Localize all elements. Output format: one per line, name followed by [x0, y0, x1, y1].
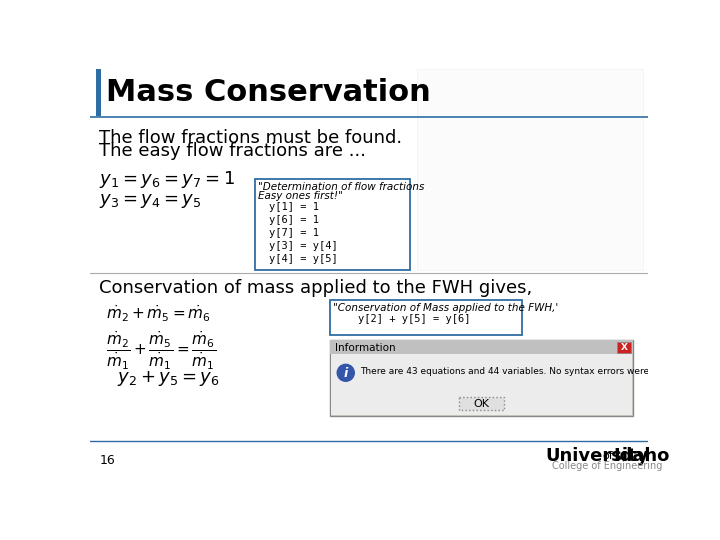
Text: i: i [343, 367, 348, 380]
Text: "Conservation of Mass applied to the FWH,': "Conservation of Mass applied to the FWH… [333, 303, 559, 313]
Text: y[7] = 1: y[7] = 1 [269, 228, 319, 238]
Text: Mass Conservation: Mass Conservation [106, 78, 431, 107]
FancyBboxPatch shape [617, 342, 631, 353]
Text: $y_1 = y_6 = y_7 = 1$: $y_1 = y_6 = y_7 = 1$ [99, 168, 235, 190]
Text: y[3] = y[4]: y[3] = y[4] [269, 241, 338, 251]
Text: $y_2 + y_5 = y_6$: $y_2 + y_5 = y_6$ [117, 369, 220, 388]
Text: College of Engineering: College of Engineering [552, 461, 662, 471]
Text: 16: 16 [99, 454, 115, 467]
FancyBboxPatch shape [255, 179, 410, 269]
Text: Conservation of mass applied to the FWH gives,: Conservation of mass applied to the FWH … [99, 279, 533, 297]
Text: y[6] = 1: y[6] = 1 [269, 215, 319, 225]
FancyBboxPatch shape [330, 340, 632, 354]
Text: $\dfrac{\dot{m}_2}{\dot{m}_1} + \dfrac{\dot{m}_5}{\dot{m}_1} = \dfrac{\dot{m}_6}: $\dfrac{\dot{m}_2}{\dot{m}_1} + \dfrac{\… [106, 330, 215, 373]
Text: $y_3 = y_4 = y_5$: $y_3 = y_4 = y_5$ [99, 192, 202, 210]
FancyBboxPatch shape [330, 300, 523, 335]
Text: Information: Information [335, 343, 395, 353]
Text: The flow fractions must be found.: The flow fractions must be found. [99, 129, 402, 147]
Text: X: X [621, 343, 627, 352]
Text: Easy ones first!": Easy ones first!" [258, 191, 343, 201]
Text: Idaho: Idaho [613, 448, 670, 465]
FancyBboxPatch shape [417, 69, 644, 271]
FancyBboxPatch shape [331, 354, 631, 415]
Text: "Determination of flow fractions: "Determination of flow fractions [258, 182, 425, 192]
Text: y[1] = 1: y[1] = 1 [269, 202, 319, 212]
Text: y[2] + y[5] = y[6]: y[2] + y[5] = y[6] [333, 314, 471, 325]
Text: University: University [546, 448, 649, 465]
Circle shape [337, 364, 354, 381]
Text: of: of [602, 450, 613, 461]
FancyBboxPatch shape [459, 397, 504, 410]
Text: There are 43 equations and 44 variables. No syntax errors were detected. Compila: There are 43 equations and 44 variables.… [360, 367, 720, 376]
Text: y[4] = y[5]: y[4] = y[5] [269, 254, 338, 264]
Text: OK: OK [473, 399, 490, 409]
Text: The easy flow fractions are ...: The easy flow fractions are ... [99, 142, 366, 160]
Text: $\dot{m}_2 + \dot{m}_5 = \dot{m}_6$: $\dot{m}_2 + \dot{m}_5 = \dot{m}_6$ [106, 303, 210, 324]
FancyBboxPatch shape [330, 340, 632, 416]
FancyBboxPatch shape [96, 69, 101, 117]
